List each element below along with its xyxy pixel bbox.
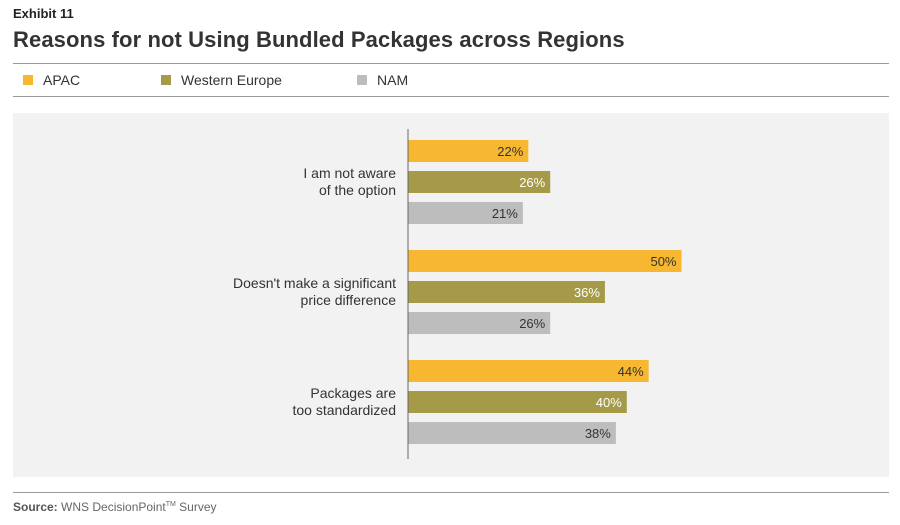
value-label-apac-2: 50% bbox=[650, 254, 676, 269]
chart-panel: 22% 26% 21% I am not aware of the option 50% 3… bbox=[13, 113, 889, 477]
legend-item-apac: APAC bbox=[23, 72, 80, 88]
chart-title: Reasons for not Using Bundled Packages a… bbox=[13, 27, 625, 52]
value-label-nam-1: 21% bbox=[492, 206, 518, 221]
bar-apac-2 bbox=[408, 250, 682, 272]
bar-nam-3 bbox=[408, 422, 616, 444]
bar-nam-1 bbox=[408, 202, 523, 224]
bar-western-europe-3 bbox=[408, 391, 627, 413]
value-label-apac-1: 22% bbox=[497, 144, 523, 159]
source-text: WNS DecisionPoint bbox=[61, 500, 166, 514]
bar-western-europe-1 bbox=[408, 171, 551, 193]
legend-swatch-apac bbox=[23, 75, 33, 85]
top-rule bbox=[13, 63, 889, 64]
bar-apac-1 bbox=[408, 140, 529, 162]
legend-rule bbox=[13, 96, 889, 97]
legend-label-western-europe: Western Europe bbox=[181, 72, 282, 88]
legend-label-nam: NAM bbox=[377, 72, 409, 88]
value-label-nam-3: 38% bbox=[585, 426, 611, 441]
value-label-nam-2: 26% bbox=[519, 316, 545, 331]
exhibit-number: Exhibit 11 bbox=[13, 6, 74, 21]
value-label-western-europe-3: 40% bbox=[596, 395, 622, 410]
bar-apac-3 bbox=[408, 360, 649, 382]
legend-item-western-europe: Western Europe bbox=[161, 72, 282, 88]
value-label-apac-3: 44% bbox=[618, 364, 644, 379]
legend-item-nam: NAM bbox=[357, 72, 408, 88]
footer-rule bbox=[13, 492, 889, 493]
source-tail: Survey bbox=[175, 500, 217, 514]
legend-swatch-western-europe bbox=[161, 75, 171, 85]
category-label-3-line-2: too standardized bbox=[292, 402, 396, 418]
legend-swatch-nam bbox=[357, 75, 367, 85]
bar-nam-2 bbox=[408, 312, 551, 334]
source-label: Source: bbox=[13, 500, 58, 514]
value-label-western-europe-2: 36% bbox=[574, 285, 600, 300]
category-label-1-line-1: I am not aware bbox=[303, 165, 396, 181]
legend: APAC Western Europe NAM bbox=[13, 65, 889, 95]
value-label-western-europe-1: 26% bbox=[519, 175, 545, 190]
category-label-3-line-1: Packages are bbox=[310, 385, 396, 401]
category-label-2-line-2: price difference bbox=[301, 292, 397, 308]
bar-western-europe-2 bbox=[408, 281, 605, 303]
category-label-1-line-2: of the option bbox=[319, 182, 396, 198]
source-note: Source: WNS DecisionPointTM Survey bbox=[13, 500, 217, 514]
trademark-mark: TM bbox=[165, 501, 176, 508]
legend-label-apac: APAC bbox=[43, 72, 81, 88]
category-label-2-line-1: Doesn't make a significant bbox=[233, 275, 396, 291]
